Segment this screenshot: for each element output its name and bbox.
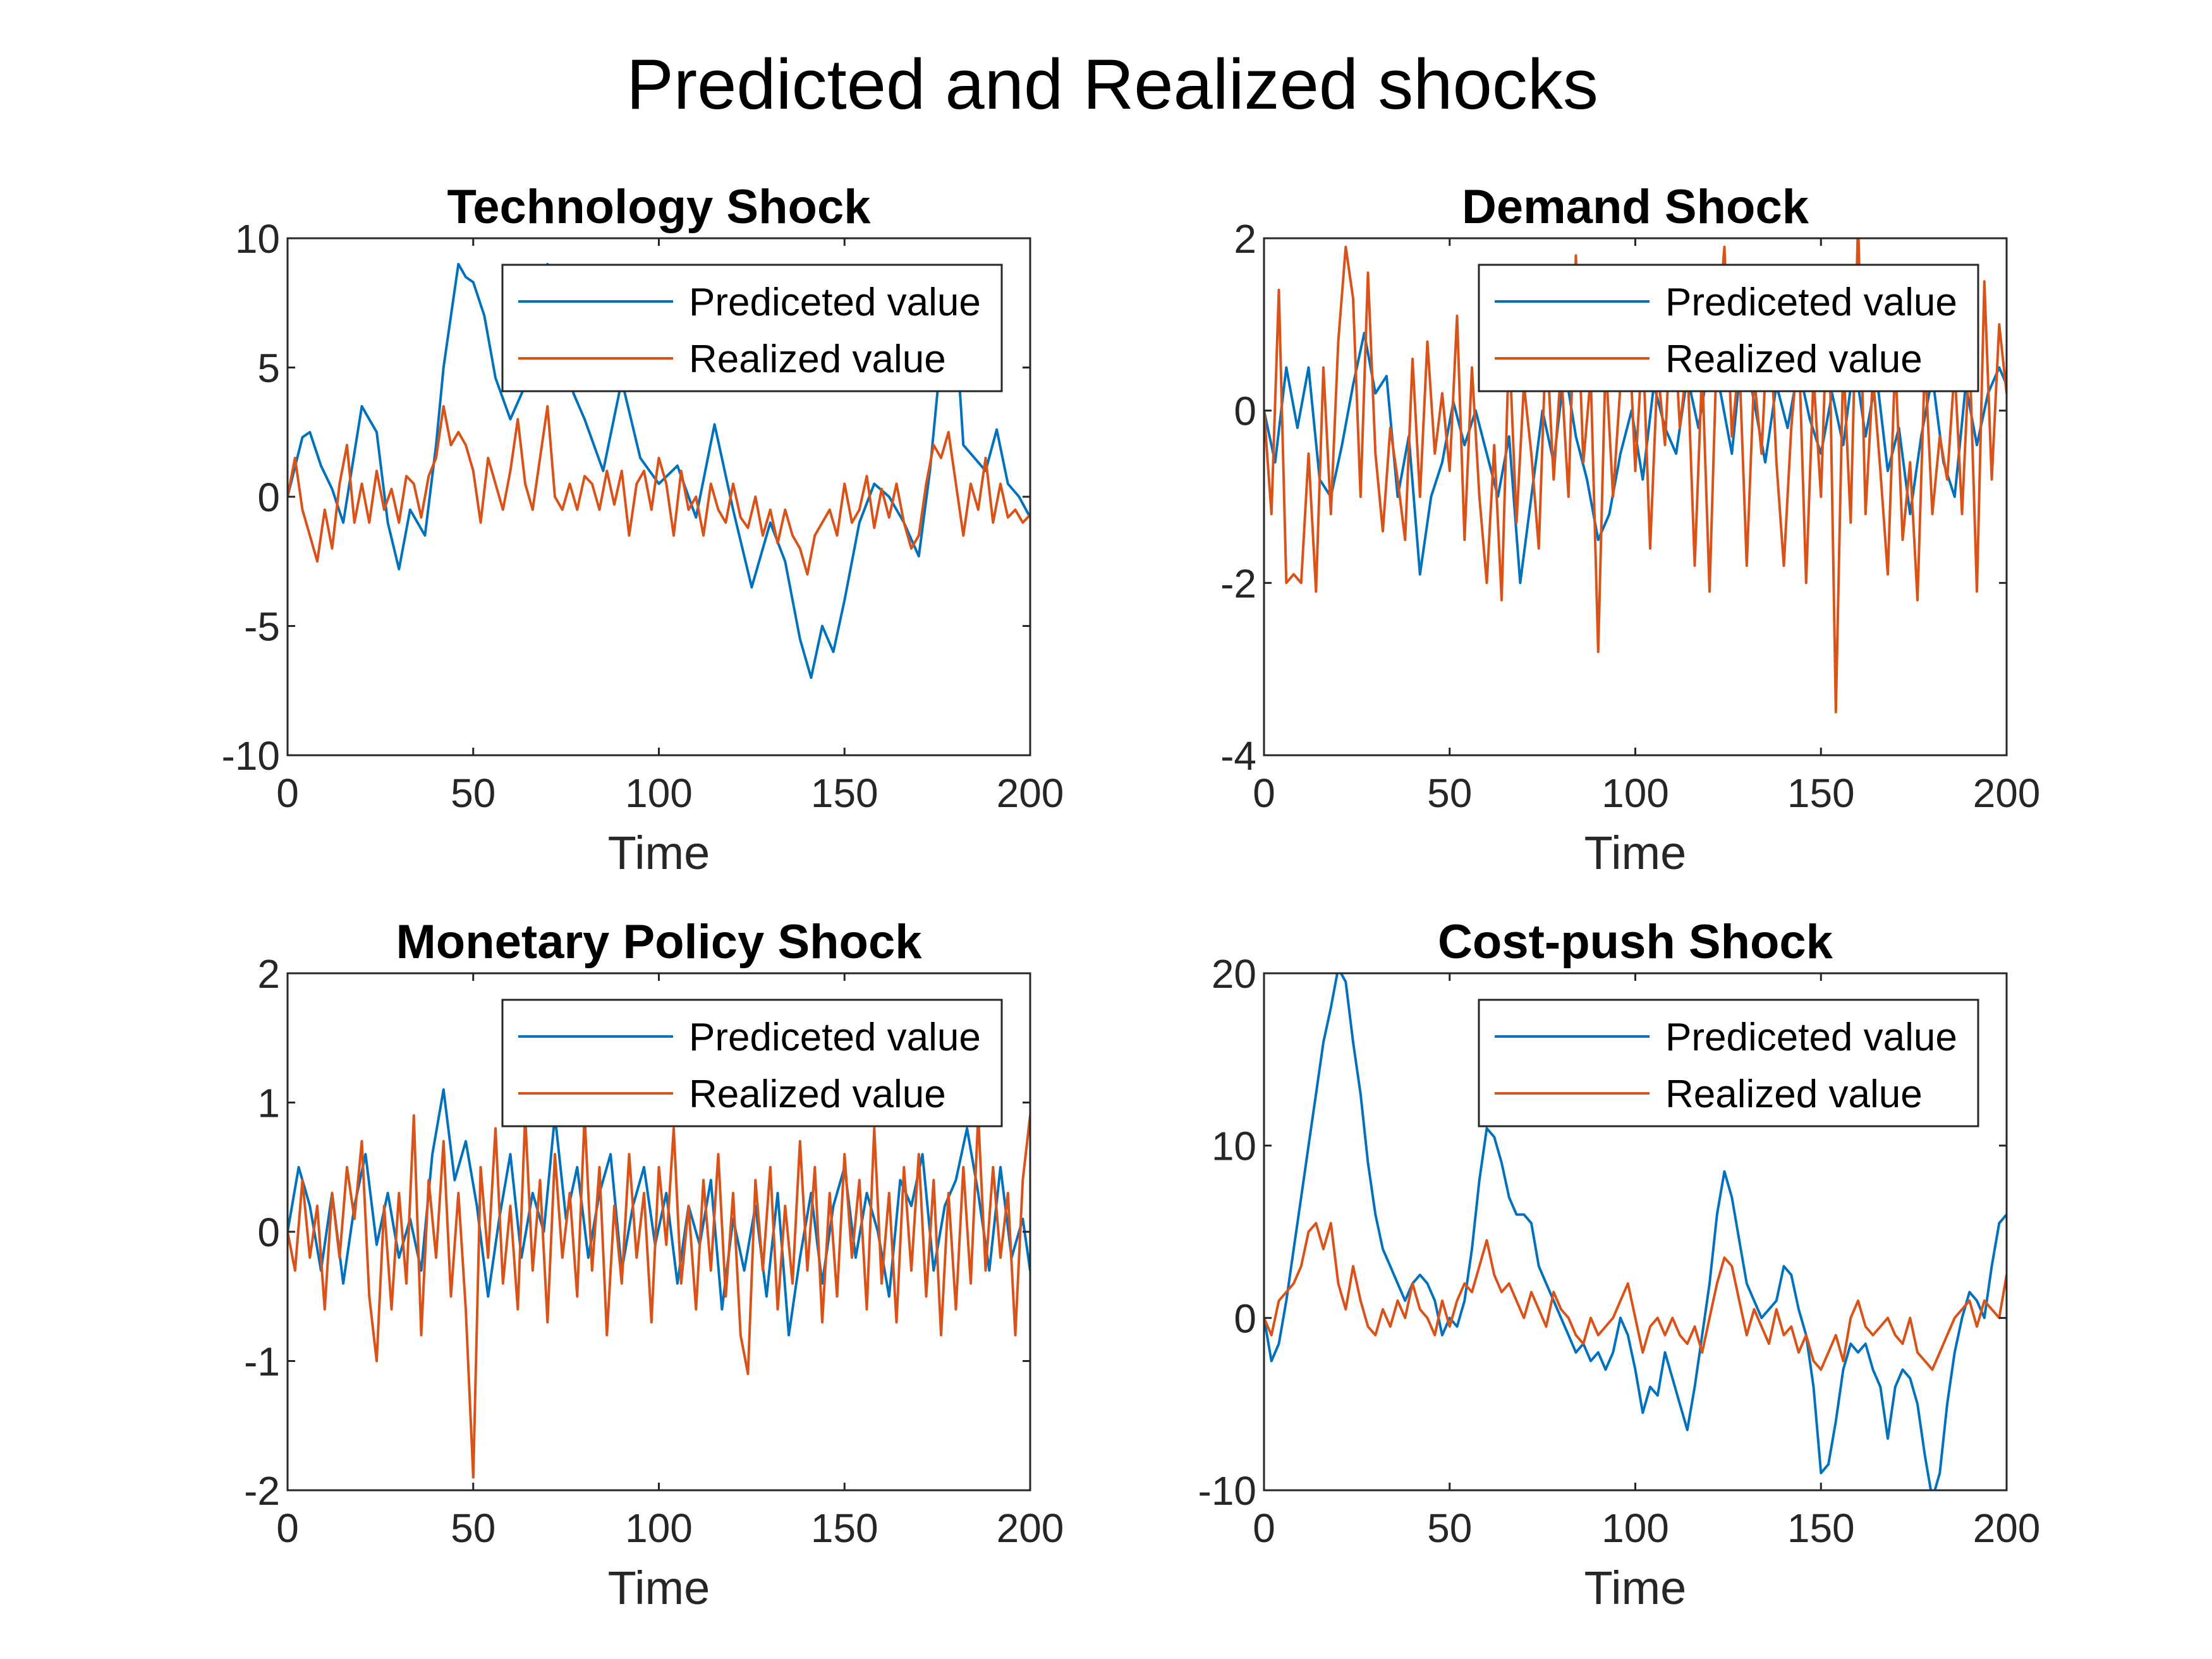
x-axis-label: Time bbox=[608, 1562, 710, 1614]
y-tick-label: 5 bbox=[257, 346, 280, 391]
x-tick-label: 50 bbox=[451, 770, 495, 816]
y-tick-label: 0 bbox=[257, 475, 280, 520]
legend-label-predicted: Prediceted value bbox=[1665, 1016, 1957, 1059]
x-axis-label: Time bbox=[1584, 1562, 1687, 1614]
y-tick-label: -5 bbox=[244, 604, 280, 650]
legend-box bbox=[1478, 999, 1979, 1127]
legend-label-realized: Realized value bbox=[689, 1073, 946, 1116]
subplot-title: Technology Shock bbox=[447, 180, 871, 234]
y-tick-label: -10 bbox=[1198, 1468, 1257, 1514]
x-tick-label: 200 bbox=[1973, 1505, 2041, 1551]
x-tick-label: 200 bbox=[1973, 770, 2041, 816]
legend-box bbox=[1478, 264, 1979, 392]
y-tick-label: 2 bbox=[257, 951, 280, 997]
x-tick-label: 50 bbox=[1427, 770, 1472, 816]
x-tick-label: 100 bbox=[625, 1505, 693, 1551]
legend-label-realized: Realized value bbox=[1665, 337, 1923, 381]
x-tick-label: 50 bbox=[451, 1505, 495, 1551]
legend-label-predicted: Prediceted value bbox=[689, 1016, 981, 1059]
subplot-title: Demand Shock bbox=[1462, 180, 1809, 234]
legend[interactable]: Prediceted value Realized value bbox=[1478, 264, 1979, 392]
legend-label-realized: Realized value bbox=[1665, 1073, 1923, 1116]
x-tick-label: 150 bbox=[811, 770, 878, 816]
realized-value-line bbox=[1264, 1222, 2007, 1371]
y-tick-label: -1 bbox=[244, 1339, 280, 1385]
legend-label-predicted: Prediceted value bbox=[689, 281, 981, 324]
x-tick-label: 0 bbox=[276, 770, 299, 816]
legend[interactable]: Prediceted value Realized value bbox=[501, 264, 1003, 392]
series-group bbox=[1264, 238, 2007, 714]
y-tick-label: -4 bbox=[1220, 733, 1256, 779]
y-tick-label: 10 bbox=[1212, 1124, 1256, 1169]
predicted-value-line bbox=[1264, 973, 2007, 1490]
legend-box bbox=[501, 264, 1003, 392]
subplot-3: 0 50 100 150 200 -2 -1 0 1 2 Monetary Policy Shock… bbox=[244, 915, 1064, 1614]
realized-value-line bbox=[288, 1114, 1030, 1479]
y-tick-label: 0 bbox=[1234, 389, 1256, 434]
subplot-title: Cost-push Shock bbox=[1438, 915, 1833, 969]
x-tick-label: 100 bbox=[1601, 770, 1669, 816]
x-tick-label: 200 bbox=[997, 770, 1064, 816]
x-tick-label: 150 bbox=[811, 1505, 878, 1551]
x-tick-label: 0 bbox=[276, 1505, 299, 1551]
predicted-value-line bbox=[288, 1088, 1030, 1337]
x-tick-label: 150 bbox=[1787, 1505, 1855, 1551]
y-tick-label: 10 bbox=[235, 216, 280, 262]
predicted-value-line bbox=[288, 262, 1030, 679]
legend[interactable]: Prediceted value Realized value bbox=[501, 999, 1003, 1127]
y-tick-label: 20 bbox=[1212, 951, 1256, 997]
y-tick-label: 0 bbox=[1234, 1296, 1256, 1341]
legend-label-realized: Realized value bbox=[689, 337, 946, 381]
y-tick-label: 0 bbox=[257, 1210, 280, 1255]
subplot-1: 0 50 100 150 200 -10 -5 0 5 10 Technology Shock Tim… bbox=[222, 180, 1064, 879]
legend-label-predicted: Prediceted value bbox=[1665, 281, 1957, 324]
y-tick-label: -10 bbox=[222, 733, 281, 779]
x-tick-label: 200 bbox=[997, 1505, 1064, 1551]
x-tick-label: 0 bbox=[1253, 1505, 1275, 1551]
subplot-2: 0 50 100 150 200 -4 -2 0 2 Demand Shock Time Predic… bbox=[1220, 180, 2040, 879]
y-tick-label: -2 bbox=[1220, 561, 1256, 606]
series-group bbox=[288, 1088, 1030, 1479]
y-tick-label: -2 bbox=[244, 1468, 280, 1514]
subplot-title: Monetary Policy Shock bbox=[396, 915, 922, 969]
x-tick-label: 100 bbox=[625, 770, 693, 816]
series-group bbox=[288, 262, 1030, 679]
x-tick-label: 0 bbox=[1253, 770, 1275, 816]
legend[interactable]: Prediceted value Realized value bbox=[1478, 999, 1979, 1127]
x-tick-label: 50 bbox=[1427, 1505, 1472, 1551]
realized-value-line bbox=[288, 404, 1030, 576]
legend-box bbox=[501, 999, 1003, 1127]
x-tick-label: 100 bbox=[1601, 1505, 1669, 1551]
figure-suptitle: Predicted and Realized shocks bbox=[626, 45, 1598, 124]
x-axis-label: Time bbox=[1584, 827, 1687, 879]
y-tick-label: 2 bbox=[1234, 216, 1256, 262]
x-tick-label: 150 bbox=[1787, 770, 1855, 816]
x-axis-label: Time bbox=[608, 827, 710, 879]
y-tick-label: 1 bbox=[257, 1081, 280, 1126]
series-group bbox=[1264, 973, 2007, 1490]
realized-value-line bbox=[1264, 238, 2007, 714]
